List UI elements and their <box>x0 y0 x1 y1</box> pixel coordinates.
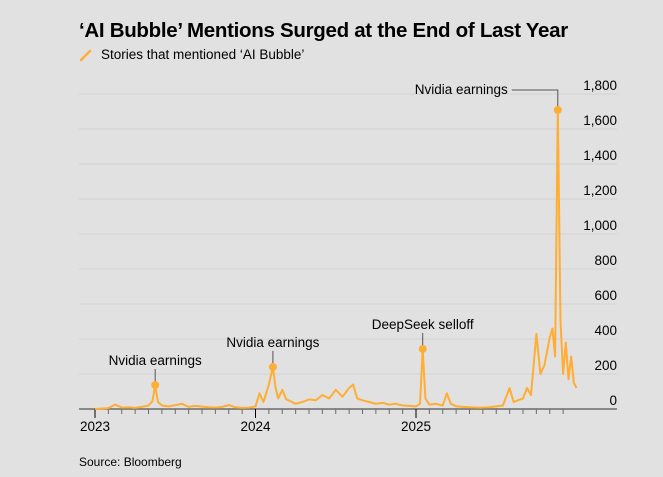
x-tick-label: 2025 <box>401 419 431 434</box>
chart-title: ‘AI Bubble’ Mentions Surged at the End o… <box>79 19 568 42</box>
y-tick-label: 800 <box>594 253 617 268</box>
legend: Stories that mentioned ‘AI Bubble’ <box>79 47 304 62</box>
annotation-label: Nvidia earnings <box>109 353 202 368</box>
y-tick-label: 0 <box>609 393 617 408</box>
annotation-marker <box>151 381 160 390</box>
y-tick-label: 1,400 <box>583 148 617 163</box>
x-tick-label: 2024 <box>241 419 272 434</box>
legend-label: Stories that mentioned ‘AI Bubble’ <box>101 47 305 62</box>
annotation-marker <box>418 344 427 353</box>
series-line <box>94 108 578 410</box>
y-tick-label: 1,800 <box>583 78 617 93</box>
y-tick-label: 600 <box>594 288 617 303</box>
y-tick-label: 200 <box>594 358 617 373</box>
y-tick-label: 1,600 <box>583 113 617 128</box>
annotation-label: Nvidia earnings <box>226 335 319 350</box>
annotation-marker <box>553 105 562 114</box>
line-swatch-icon <box>79 49 92 61</box>
annotation-leader <box>511 89 559 110</box>
y-tick-label: 1,200 <box>583 183 617 198</box>
y-tick-label: 400 <box>594 323 617 338</box>
annotation-label: DeepSeek selloff <box>372 317 474 332</box>
y-tick-label: 1,000 <box>583 218 617 233</box>
annotation-label: Nvidia earnings <box>415 82 508 97</box>
x-tick-label: 2023 <box>80 419 110 434</box>
source-note: Source: Bloomberg <box>79 455 182 469</box>
annotation-marker <box>268 363 277 371</box>
